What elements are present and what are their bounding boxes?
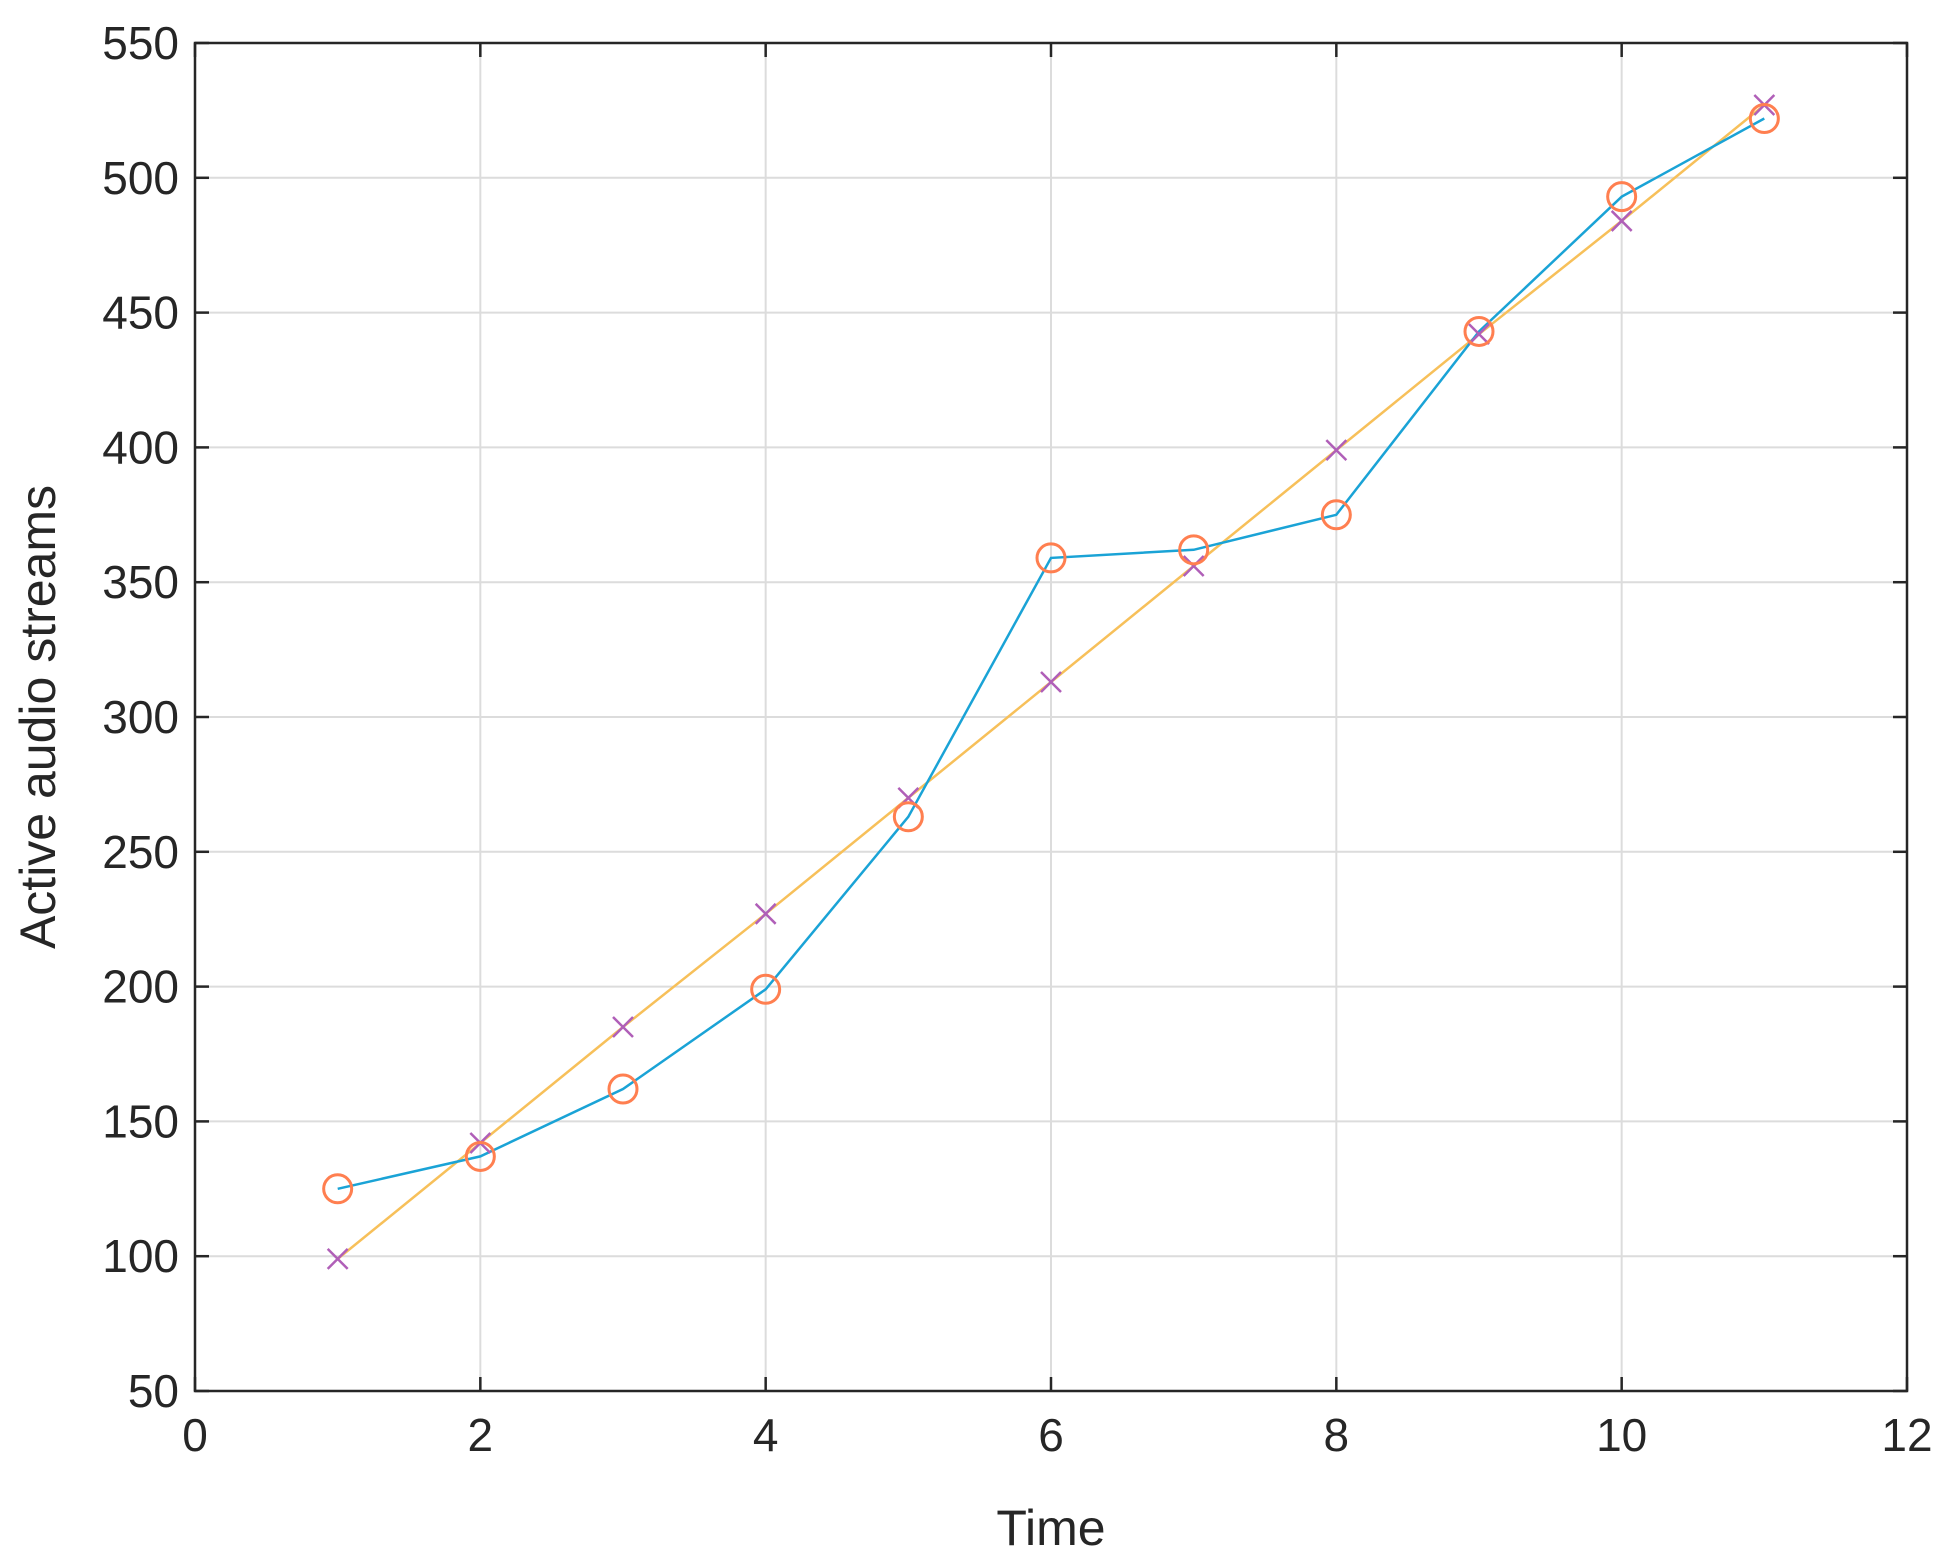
series-2-point <box>1325 439 1348 461</box>
x-tick-label: 2 <box>468 1409 494 1461</box>
y-tick-label: 550 <box>102 17 179 69</box>
series-1-point <box>322 1173 354 1205</box>
y-tick-label: 250 <box>102 826 179 878</box>
y-tick-label: 400 <box>102 421 179 473</box>
x-tick-label: 6 <box>1038 1409 1064 1461</box>
series-1-point <box>892 801 924 833</box>
tick-layer: 0 2 4 6 8 10 12 50 100 150 200 250 300 350 400 450 500 55… <box>102 17 1932 1461</box>
series-2-point <box>754 902 777 925</box>
y-tick-label: 350 <box>102 556 179 608</box>
x-axis-label: Time <box>996 1500 1105 1556</box>
y-axis-label: Active audio streams <box>10 485 66 949</box>
series-1-point <box>1035 542 1067 574</box>
series-2-point <box>1468 323 1490 346</box>
series-1-point <box>607 1073 639 1105</box>
y-tick-label: 50 <box>128 1365 179 1417</box>
y-tick-label: 150 <box>102 1095 179 1147</box>
y-tick-label: 100 <box>102 1230 179 1282</box>
series-2-point <box>1040 671 1062 693</box>
series-1-line <box>337 117 1765 1191</box>
series-1-point <box>1320 499 1352 531</box>
series-1-point <box>1606 181 1638 213</box>
x-tick-label: 12 <box>1881 1409 1932 1461</box>
x-tick-label: 4 <box>753 1409 779 1461</box>
series-layer <box>322 94 1780 1270</box>
series-2-point <box>612 1016 634 1038</box>
x-tick-label: 8 <box>1324 1409 1350 1461</box>
y-tick-label: 200 <box>102 961 179 1013</box>
series-1-point <box>1178 534 1210 566</box>
x-tick-label: 10 <box>1596 1409 1647 1461</box>
series-2-point <box>326 1248 349 1270</box>
series-2-point <box>1182 555 1205 577</box>
x-tick-label: 0 <box>182 1409 208 1461</box>
series-1-point <box>1748 102 1780 134</box>
series-1-point <box>750 973 782 1005</box>
grid <box>194 42 1908 1392</box>
series-1-point <box>1463 315 1495 347</box>
y-tick-label: 450 <box>102 287 179 339</box>
y-tick-label: 300 <box>102 691 179 743</box>
y-tick-label: 500 <box>102 152 179 204</box>
series-1-point <box>464 1140 496 1172</box>
series-2-point <box>1610 210 1633 232</box>
